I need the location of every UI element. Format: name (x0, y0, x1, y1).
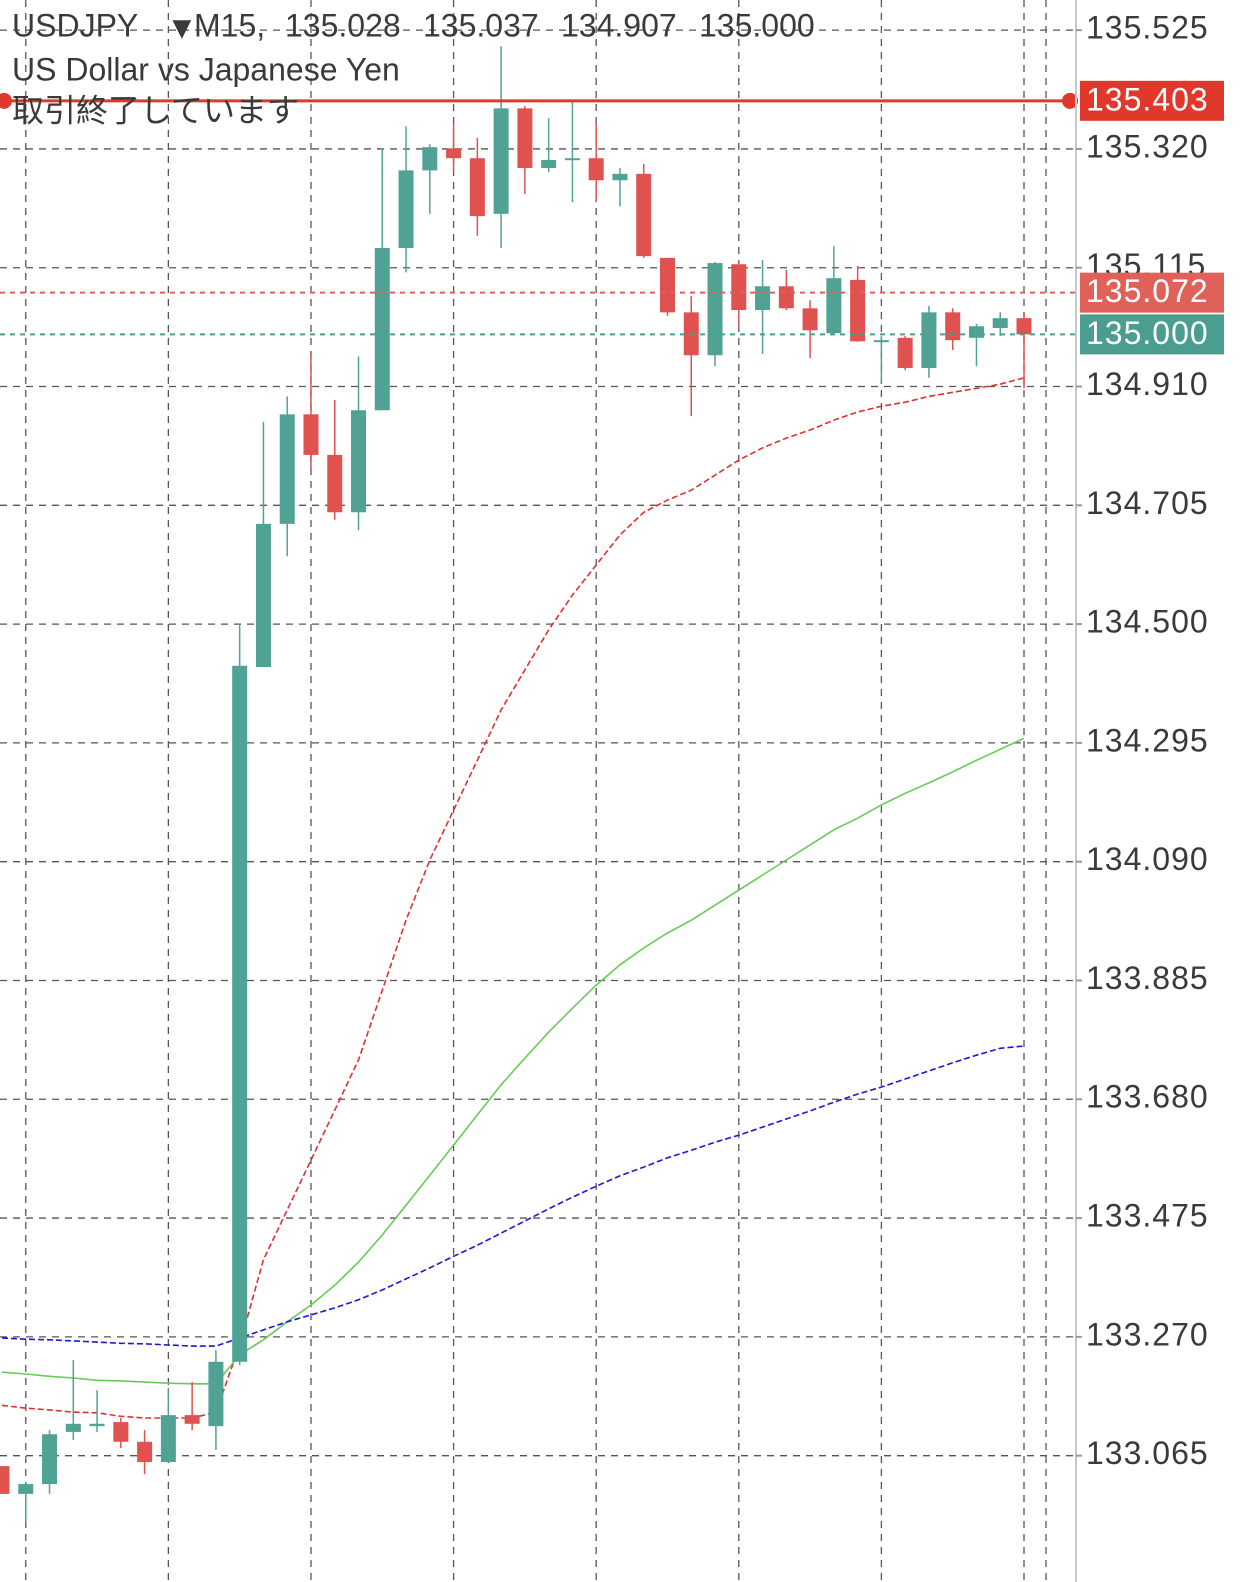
y-tick-label: 133.885 (1086, 960, 1209, 996)
candle-body (398, 170, 414, 249)
candle-body (279, 414, 295, 524)
dropdown-icon[interactable]: ▼ (166, 9, 198, 45)
price-label: 135.072 (1086, 273, 1209, 309)
price-line-handle (1062, 92, 1078, 109)
candle-body (65, 1423, 81, 1432)
candle-body (113, 1422, 129, 1442)
header: USDJPY ▼ M15, 135.028 135.037 134.907 13… (12, 7, 815, 128)
candle-body (921, 312, 937, 368)
candle-body (208, 1361, 224, 1427)
candle-body (184, 1415, 200, 1424)
plot (0, 46, 1078, 1523)
grid (0, 0, 1076, 1582)
ohlc-close: 135.000 (699, 7, 815, 43)
candle-body (0, 1466, 10, 1494)
y-tick-label: 133.270 (1086, 1316, 1209, 1352)
y-tick-label: 133.680 (1086, 1079, 1209, 1115)
candle-body (137, 1441, 153, 1463)
candle-body (755, 286, 771, 311)
candle-body (731, 264, 747, 311)
y-tick-label: 134.295 (1086, 722, 1209, 758)
y-tick-label: 135.525 (1086, 10, 1209, 46)
candle-body (707, 263, 723, 356)
price-label-box (1080, 272, 1224, 313)
y-tick-label: 134.090 (1086, 841, 1209, 877)
candle-body (588, 158, 604, 181)
price-label-box (1080, 80, 1224, 121)
candle-body (160, 1415, 176, 1463)
moving-average-line (1, 1045, 1025, 1347)
market-status: 取引終了しています (12, 92, 299, 128)
moving-average-line (1, 377, 1025, 1419)
y-tick-label: 133.475 (1086, 1198, 1209, 1234)
moving-average-line (1, 737, 1025, 1385)
candle-body (303, 414, 319, 455)
candle-body (992, 318, 1008, 328)
candle-body (422, 147, 438, 171)
candle-body (1016, 318, 1032, 335)
timeframe: M15, (194, 7, 265, 43)
candle-body (18, 1484, 34, 1494)
candle-body (564, 158, 580, 161)
candle-body (850, 279, 866, 342)
ohlc-high: 135.037 (423, 7, 539, 43)
candle-body (873, 340, 889, 343)
candle-body (446, 148, 462, 159)
ohlc-low: 134.907 (561, 7, 677, 43)
candle-body (778, 286, 794, 309)
symbol: USDJPY (12, 7, 138, 43)
y-tick-label: 135.320 (1086, 128, 1209, 164)
y-tick-label: 134.910 (1086, 366, 1209, 402)
ohlc-open: 135.028 (285, 7, 401, 43)
price-axis: 135.525135.320135.115134.910134.705134.5… (1076, 10, 1224, 1471)
candle-body (89, 1423, 105, 1427)
candle-body (897, 337, 913, 368)
price-label-box (1080, 314, 1224, 355)
candle-body (232, 665, 248, 1362)
price-label: 135.000 (1086, 315, 1209, 351)
candle-body (945, 312, 961, 341)
candle-body (541, 159, 557, 169)
candle-body (469, 158, 485, 217)
y-tick-label: 134.705 (1086, 485, 1209, 521)
candle-body (374, 248, 390, 411)
description: US Dollar vs Japanese Yen (12, 51, 400, 87)
candle-body (493, 108, 509, 214)
candle-body (968, 326, 984, 338)
candle-body (327, 454, 343, 513)
candle-body (636, 173, 652, 257)
candle-body (351, 410, 367, 513)
candle-body (42, 1434, 58, 1485)
price-label: 135.403 (1086, 81, 1209, 117)
candle-body (802, 308, 818, 331)
candle-body (612, 173, 628, 181)
candle-body (659, 257, 675, 313)
candle-body (517, 108, 533, 169)
candle-body (826, 278, 842, 334)
candle-body (255, 523, 271, 667)
y-tick-label: 133.065 (1086, 1435, 1209, 1471)
y-tick-label: 134.500 (1086, 604, 1209, 640)
price-line-handle (0, 92, 12, 109)
